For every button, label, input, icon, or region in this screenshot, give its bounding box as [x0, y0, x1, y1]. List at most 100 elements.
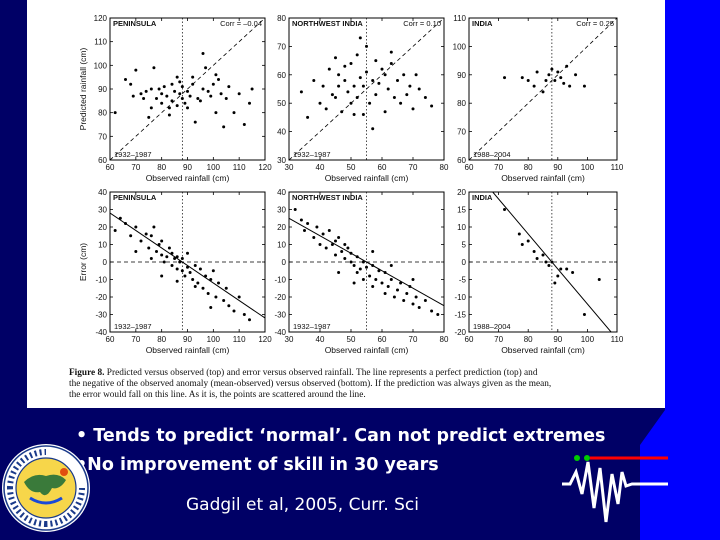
data-point — [237, 92, 241, 96]
y-tick-label: 30 — [98, 206, 107, 215]
x-axis-label: Observed rainfall (cm) — [146, 345, 230, 355]
x-tick-label: 70 — [409, 163, 418, 172]
data-point — [312, 236, 316, 239]
data-point — [405, 93, 409, 97]
data-point — [191, 82, 195, 86]
data-point — [178, 80, 182, 84]
panel-period: 1932–1987 — [293, 150, 331, 159]
perfect-prediction-line — [110, 18, 265, 160]
data-point — [547, 264, 551, 267]
y-tick-label: -20 — [95, 293, 107, 302]
data-point — [178, 260, 182, 264]
data-point — [389, 264, 393, 267]
data-point — [124, 78, 127, 82]
reference-group — [110, 212, 265, 322]
data-point — [361, 84, 365, 88]
panel-5: 30 40 50 60 70 80 -40 -30 -20 -10 0 10 20 30 40 NORTHWE… — [274, 188, 449, 355]
data-point — [113, 111, 117, 115]
data-point — [204, 66, 208, 70]
y-tick-label: 110 — [453, 14, 466, 23]
panel-correlation: Corr = –0.04 — [220, 19, 262, 28]
y-tick-label: 100 — [94, 61, 108, 70]
data-point — [214, 73, 218, 77]
data-point — [152, 66, 156, 70]
data-point — [144, 232, 148, 236]
data-point — [361, 260, 365, 264]
data-point — [550, 260, 554, 264]
y-tick-label: 30 — [277, 206, 286, 215]
x-tick-label: 60 — [106, 335, 115, 344]
data-point — [571, 271, 575, 274]
y-tick-label: -10 — [95, 276, 107, 285]
data-point — [559, 76, 563, 80]
x-tick-label: 40 — [316, 335, 325, 344]
data-point — [377, 269, 381, 273]
x-tick-label: 120 — [258, 335, 272, 344]
data-point — [113, 229, 117, 232]
data-point — [503, 208, 507, 211]
data-point — [423, 299, 427, 302]
data-point — [178, 92, 182, 96]
data-point — [170, 99, 174, 103]
y-tick-label: -30 — [95, 311, 107, 320]
data-point — [118, 216, 122, 220]
data-point — [337, 73, 341, 77]
panel-correlation: Corr = 0.25 — [576, 19, 614, 28]
data-point — [334, 56, 337, 60]
data-point — [248, 101, 251, 105]
data-point — [209, 278, 213, 281]
data-point — [183, 101, 187, 105]
y-tick-label: 10 — [457, 223, 466, 232]
data-point — [340, 110, 344, 114]
data-point — [139, 92, 143, 96]
data-point — [131, 94, 135, 98]
caption-line-1: Predicted versus observed (top) and erro… — [106, 368, 538, 378]
data-point — [352, 84, 356, 88]
x-axis-label: Observed rainfall (cm) — [325, 345, 409, 355]
data-point — [436, 313, 440, 316]
x-axis-label: Observed rainfall (cm) — [501, 345, 585, 355]
data-point — [408, 84, 412, 88]
x-tick-label: 60 — [378, 163, 387, 172]
data-point — [352, 113, 356, 117]
data-point — [167, 246, 171, 250]
x-tick-label: 90 — [183, 163, 192, 172]
data-point — [175, 104, 179, 108]
data-point — [312, 78, 316, 82]
data-point — [582, 313, 586, 316]
data-point — [556, 274, 560, 278]
data-point — [399, 101, 403, 105]
data-point — [411, 302, 415, 306]
data-point — [532, 84, 536, 88]
x-tick-label: 60 — [106, 163, 115, 172]
data-point — [134, 225, 138, 229]
data-point — [371, 264, 375, 267]
panel-title: PENINSULA — [113, 19, 157, 28]
data-point — [186, 251, 189, 255]
reference-group — [469, 18, 617, 160]
reference-group — [289, 18, 444, 160]
x-tick-label: 80 — [157, 335, 166, 344]
data-point — [568, 84, 572, 88]
y-tick-label: 90 — [98, 85, 107, 94]
figure-panel: 60 70 80 90 100 110 120 60 70 80 90 100 110 120 PENINS… — [27, 0, 665, 408]
data-point — [193, 285, 197, 288]
data-point — [321, 84, 325, 88]
x-tick-label: 80 — [157, 163, 166, 172]
data-point — [180, 96, 184, 100]
x-tick-label: 60 — [378, 335, 387, 344]
data-point — [337, 236, 341, 239]
data-point — [193, 264, 197, 267]
reference-group — [469, 192, 617, 332]
data-point — [352, 264, 356, 267]
data-point — [134, 68, 138, 72]
data-point — [318, 243, 322, 246]
data-point — [532, 250, 536, 253]
x-tick-label: 50 — [347, 163, 356, 172]
data-point — [142, 96, 146, 100]
data-point — [358, 76, 362, 80]
data-point — [217, 78, 220, 82]
y-tick-label: 110 — [94, 38, 107, 47]
y-axis-label: Error (cm) — [78, 243, 88, 281]
panel-4: 60 70 80 90 100 110 120 -40 -30 -20 -10 0 10 20 30 40 PE… — [78, 188, 272, 355]
